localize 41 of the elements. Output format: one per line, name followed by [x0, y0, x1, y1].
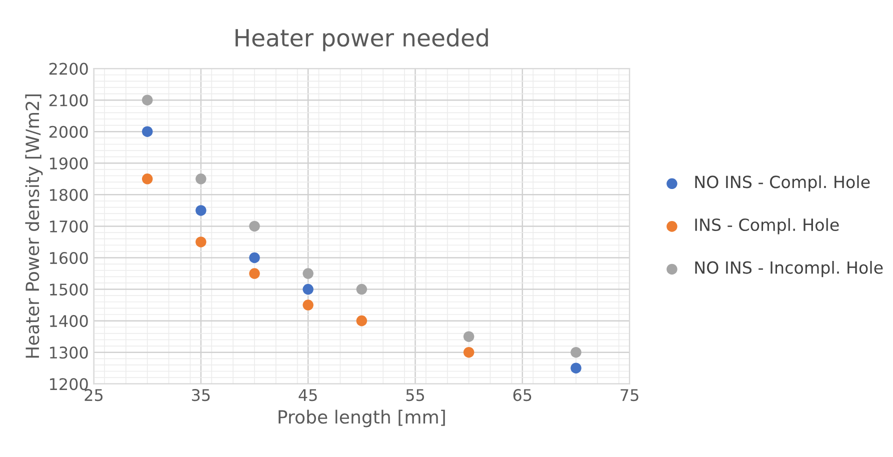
point [249, 268, 260, 279]
y-tick-label: 2000 [49, 126, 88, 138]
x-tick-label: 25 [84, 389, 103, 402]
y-tick-label: 1400 [50, 315, 88, 328]
point [570, 362, 582, 374]
y-tick-label: 1600 [50, 252, 88, 264]
y-axis-title: Heater Power density [W/m2] [25, 94, 43, 358]
point [570, 346, 582, 358]
x-tick-label: 45 [298, 389, 317, 402]
point [463, 331, 474, 342]
legend-label: NO INS - Compl. Hole [695, 175, 870, 192]
y-tick-label: 1200 [50, 378, 88, 390]
point [302, 300, 314, 310]
point [463, 346, 474, 358]
y-tick-label: 2100 [49, 94, 88, 106]
point [196, 205, 206, 216]
legend-label: INS - Compl. Hole [695, 218, 839, 234]
point [142, 94, 153, 106]
point [196, 174, 206, 184]
y-tick-label: 2200 [49, 62, 88, 75]
x-tick-label: 65 [513, 389, 532, 402]
y-tick-label: 1300 [50, 346, 88, 359]
y-tick-label: 1700 [50, 220, 88, 233]
x-tick-label: 75 [620, 389, 638, 402]
point [356, 284, 368, 295]
point [249, 220, 260, 232]
point [196, 236, 206, 248]
legend-label: NO INS - Incompl. Hole [695, 260, 883, 278]
x-tick-label: 55 [406, 389, 424, 402]
point [142, 126, 153, 137]
chart-title: Heater power needed [236, 28, 488, 52]
point [302, 284, 314, 295]
x-axis-title: Probe length [mm] [278, 410, 445, 428]
y-tick-label: 1900 [50, 157, 88, 170]
y-tick-label: 1500 [50, 283, 88, 296]
x-tick-label: 35 [192, 389, 210, 402]
point [249, 252, 260, 264]
point [142, 174, 153, 184]
point [356, 315, 368, 326]
point [302, 268, 314, 279]
y-tick-label: 1800 [50, 188, 88, 201]
